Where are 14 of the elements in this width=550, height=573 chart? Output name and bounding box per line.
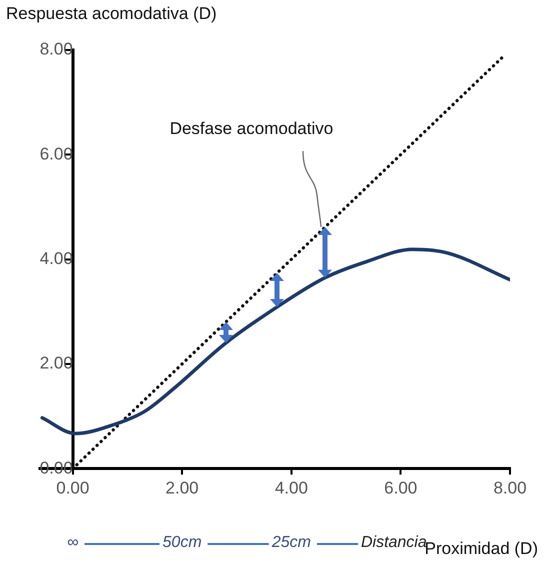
x-axis-title: Proximidad (D): [424, 539, 538, 559]
annotation: Desfase acomodativo: [168, 118, 334, 139]
line-series: [40, 248, 510, 436]
x-tick-label: 6.00: [384, 478, 418, 498]
x-tick-label: 8.00: [493, 478, 527, 498]
text: 25cm: [272, 534, 311, 552]
x-tick-label: 4.00: [274, 478, 308, 498]
text: ∞: [67, 534, 78, 552]
text: Distancia: [360, 534, 427, 551]
x-tick-label: 0.00: [56, 478, 90, 498]
x-tick-label: 2.00: [166, 478, 199, 498]
y-tick-label: 8.00: [40, 40, 73, 59]
y-axis-title: Respuesta acomodativa (D): [6, 4, 217, 24]
text: 50cm: [162, 534, 202, 552]
